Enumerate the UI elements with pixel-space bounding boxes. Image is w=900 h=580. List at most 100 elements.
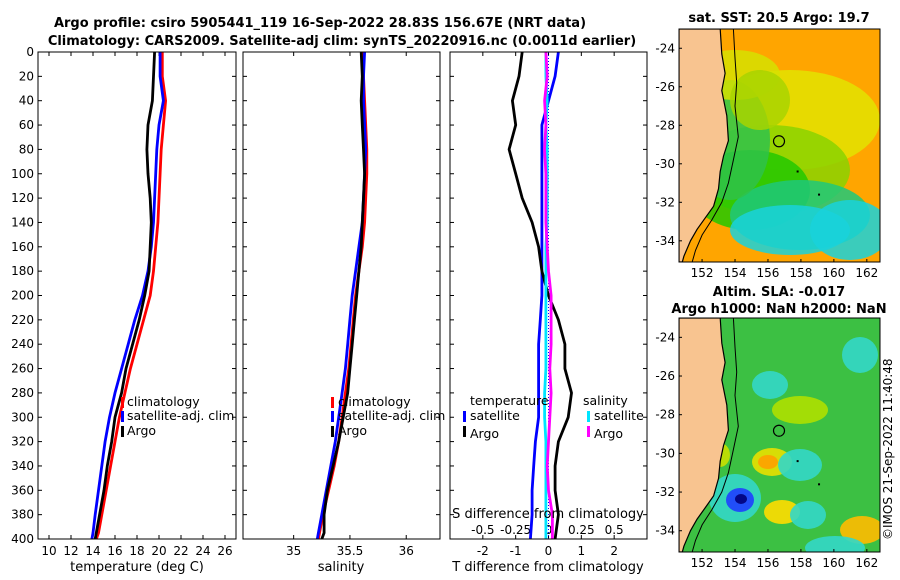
map-y-tick-label: -32 (655, 485, 675, 499)
depth-tick-label: 260 (11, 362, 34, 376)
depth-tick-label: 20 (19, 69, 34, 83)
legend-label-t-satellite: satellite (470, 408, 520, 423)
legend-swatch-climatology (331, 397, 334, 408)
legend-swatch-t-satellite (463, 411, 466, 422)
x-tick-label: 26 (217, 544, 232, 558)
plot-frame (37, 51, 237, 540)
map-y-tick-label: -30 (655, 157, 675, 171)
map-y-tick-label: -30 (655, 446, 675, 460)
legend-label-argo: Argo (338, 423, 367, 438)
map-x-tick-label: 162 (855, 266, 878, 280)
map-y-tick-label: -26 (655, 369, 675, 383)
depth-tick-label: 200 (11, 289, 34, 303)
sst-patch (730, 70, 790, 130)
salinity-panel: 35 35.5 36 (242, 51, 441, 558)
depth-tick-label: 380 (11, 508, 34, 522)
shelf-contour (691, 318, 739, 552)
sla-patch (805, 536, 865, 552)
map-y-tick-label: -28 (655, 118, 675, 132)
depth-tick-label: 220 (11, 313, 34, 327)
legend-swatch-argo (121, 426, 124, 437)
difference-legend: temperature satellite Argo salinity sate… (463, 393, 644, 441)
salinity-legend: climatology satellite-adj. clim Argo (331, 394, 445, 438)
map-y-tick-label: -26 (655, 80, 675, 94)
map-y-tick-label: -34 (655, 524, 675, 538)
argo-location-marker (772, 135, 786, 148)
sst-map: 152 154 156 158 160 162 -24 -26 -28 -30 -32 -34 (655, 28, 881, 280)
legend-swatch-satellite (121, 411, 124, 422)
depth-tick-label: 280 (11, 386, 34, 400)
map-x-tick-label: 160 (822, 556, 845, 570)
legend-label-t-argo: Argo (470, 426, 499, 441)
x-tick-label: 1 (578, 544, 586, 558)
sst-map-title: sat. SST: 20.5 Argo: 19.7 (688, 11, 869, 26)
depth-tick-label: 140 (11, 215, 34, 229)
legend-swatch-t-argo (463, 426, 466, 437)
argo-location-marker (772, 424, 786, 437)
legend-swatch-satellite (331, 411, 334, 422)
map-x-tick-label: 158 (789, 556, 812, 570)
legend-title-salinity: salinity (583, 393, 628, 408)
map-y-tick-label: -24 (655, 41, 675, 55)
x-tick-label: 36 (399, 544, 414, 558)
salinity-xlabel: salinity (318, 560, 365, 575)
legend-swatch-s-satellite (587, 411, 590, 422)
legend-label-argo: Argo (127, 423, 156, 438)
legend-label-s-satellite: satellite (594, 408, 644, 423)
plot-frame (242, 51, 441, 540)
depth-tick-label: 40 (19, 94, 34, 108)
sla-patch (752, 371, 788, 399)
depth-tick-label: 0 (26, 45, 34, 59)
sla-patch (758, 455, 778, 469)
land (679, 29, 730, 262)
map-x-tick-label: 156 (757, 266, 780, 280)
x-tick-label: -1 (510, 544, 522, 558)
depth-tick-label: 80 (19, 142, 34, 156)
sla-patch (778, 449, 822, 481)
map-y-tick-label: -32 (655, 195, 675, 209)
series-line-salinity-argo (543, 51, 554, 539)
depth-tick-label: 60 (19, 118, 34, 132)
x-tick-label: -2 (477, 544, 489, 558)
series-line-satellite-adj-clim (90, 52, 165, 540)
sla-patch (840, 516, 880, 544)
x-tick-label: 14 (85, 544, 100, 558)
sla-patch (735, 494, 747, 504)
x2-tick-label: -0.25 (500, 523, 531, 537)
series-line-argo (320, 51, 367, 540)
island (796, 170, 799, 173)
map-x-tick-label: 160 (822, 266, 845, 280)
sst-patch (810, 200, 880, 260)
map-y-tick-label: -28 (655, 408, 675, 422)
x-tick-label: 35.5 (337, 544, 364, 558)
x-tick-label: 2 (610, 544, 618, 558)
x2-tick-label: -0.5 (471, 523, 494, 537)
sla-patch (790, 501, 826, 529)
shelf-contour (691, 29, 739, 262)
series-line-satellite-adj-clim (315, 51, 368, 540)
legend-label-climatology: climatology (338, 394, 411, 409)
legend-swatch-s-argo (587, 426, 590, 437)
figure-title-line2: Climatology: CARS2009. Satellite-adj cli… (48, 34, 636, 49)
x-tick-label: 22 (173, 544, 188, 558)
x2-tick-label: 0.5 (605, 523, 624, 537)
sla-patch (772, 396, 828, 424)
temperature-xlabel: temperature (deg C) (70, 560, 204, 575)
x-tick-label: 0 (545, 544, 553, 558)
x-tick-label: 24 (195, 544, 210, 558)
depth-tick-label: 160 (11, 240, 34, 254)
legend-label-climatology: climatology (127, 394, 200, 409)
x-tick-label: 16 (107, 544, 122, 558)
x-tick-label: 35 (286, 544, 301, 558)
land (679, 318, 730, 552)
series-line-climatology (317, 52, 369, 540)
depth-tick-label: 340 (11, 459, 34, 473)
depth-tick-label: 360 (11, 483, 34, 497)
sla-patch (842, 337, 878, 373)
x-tick-label: 10 (41, 544, 56, 558)
x-tick-label: 18 (129, 544, 144, 558)
x-tick-label: 20 (151, 544, 166, 558)
depth-tick-label: 240 (11, 337, 34, 351)
